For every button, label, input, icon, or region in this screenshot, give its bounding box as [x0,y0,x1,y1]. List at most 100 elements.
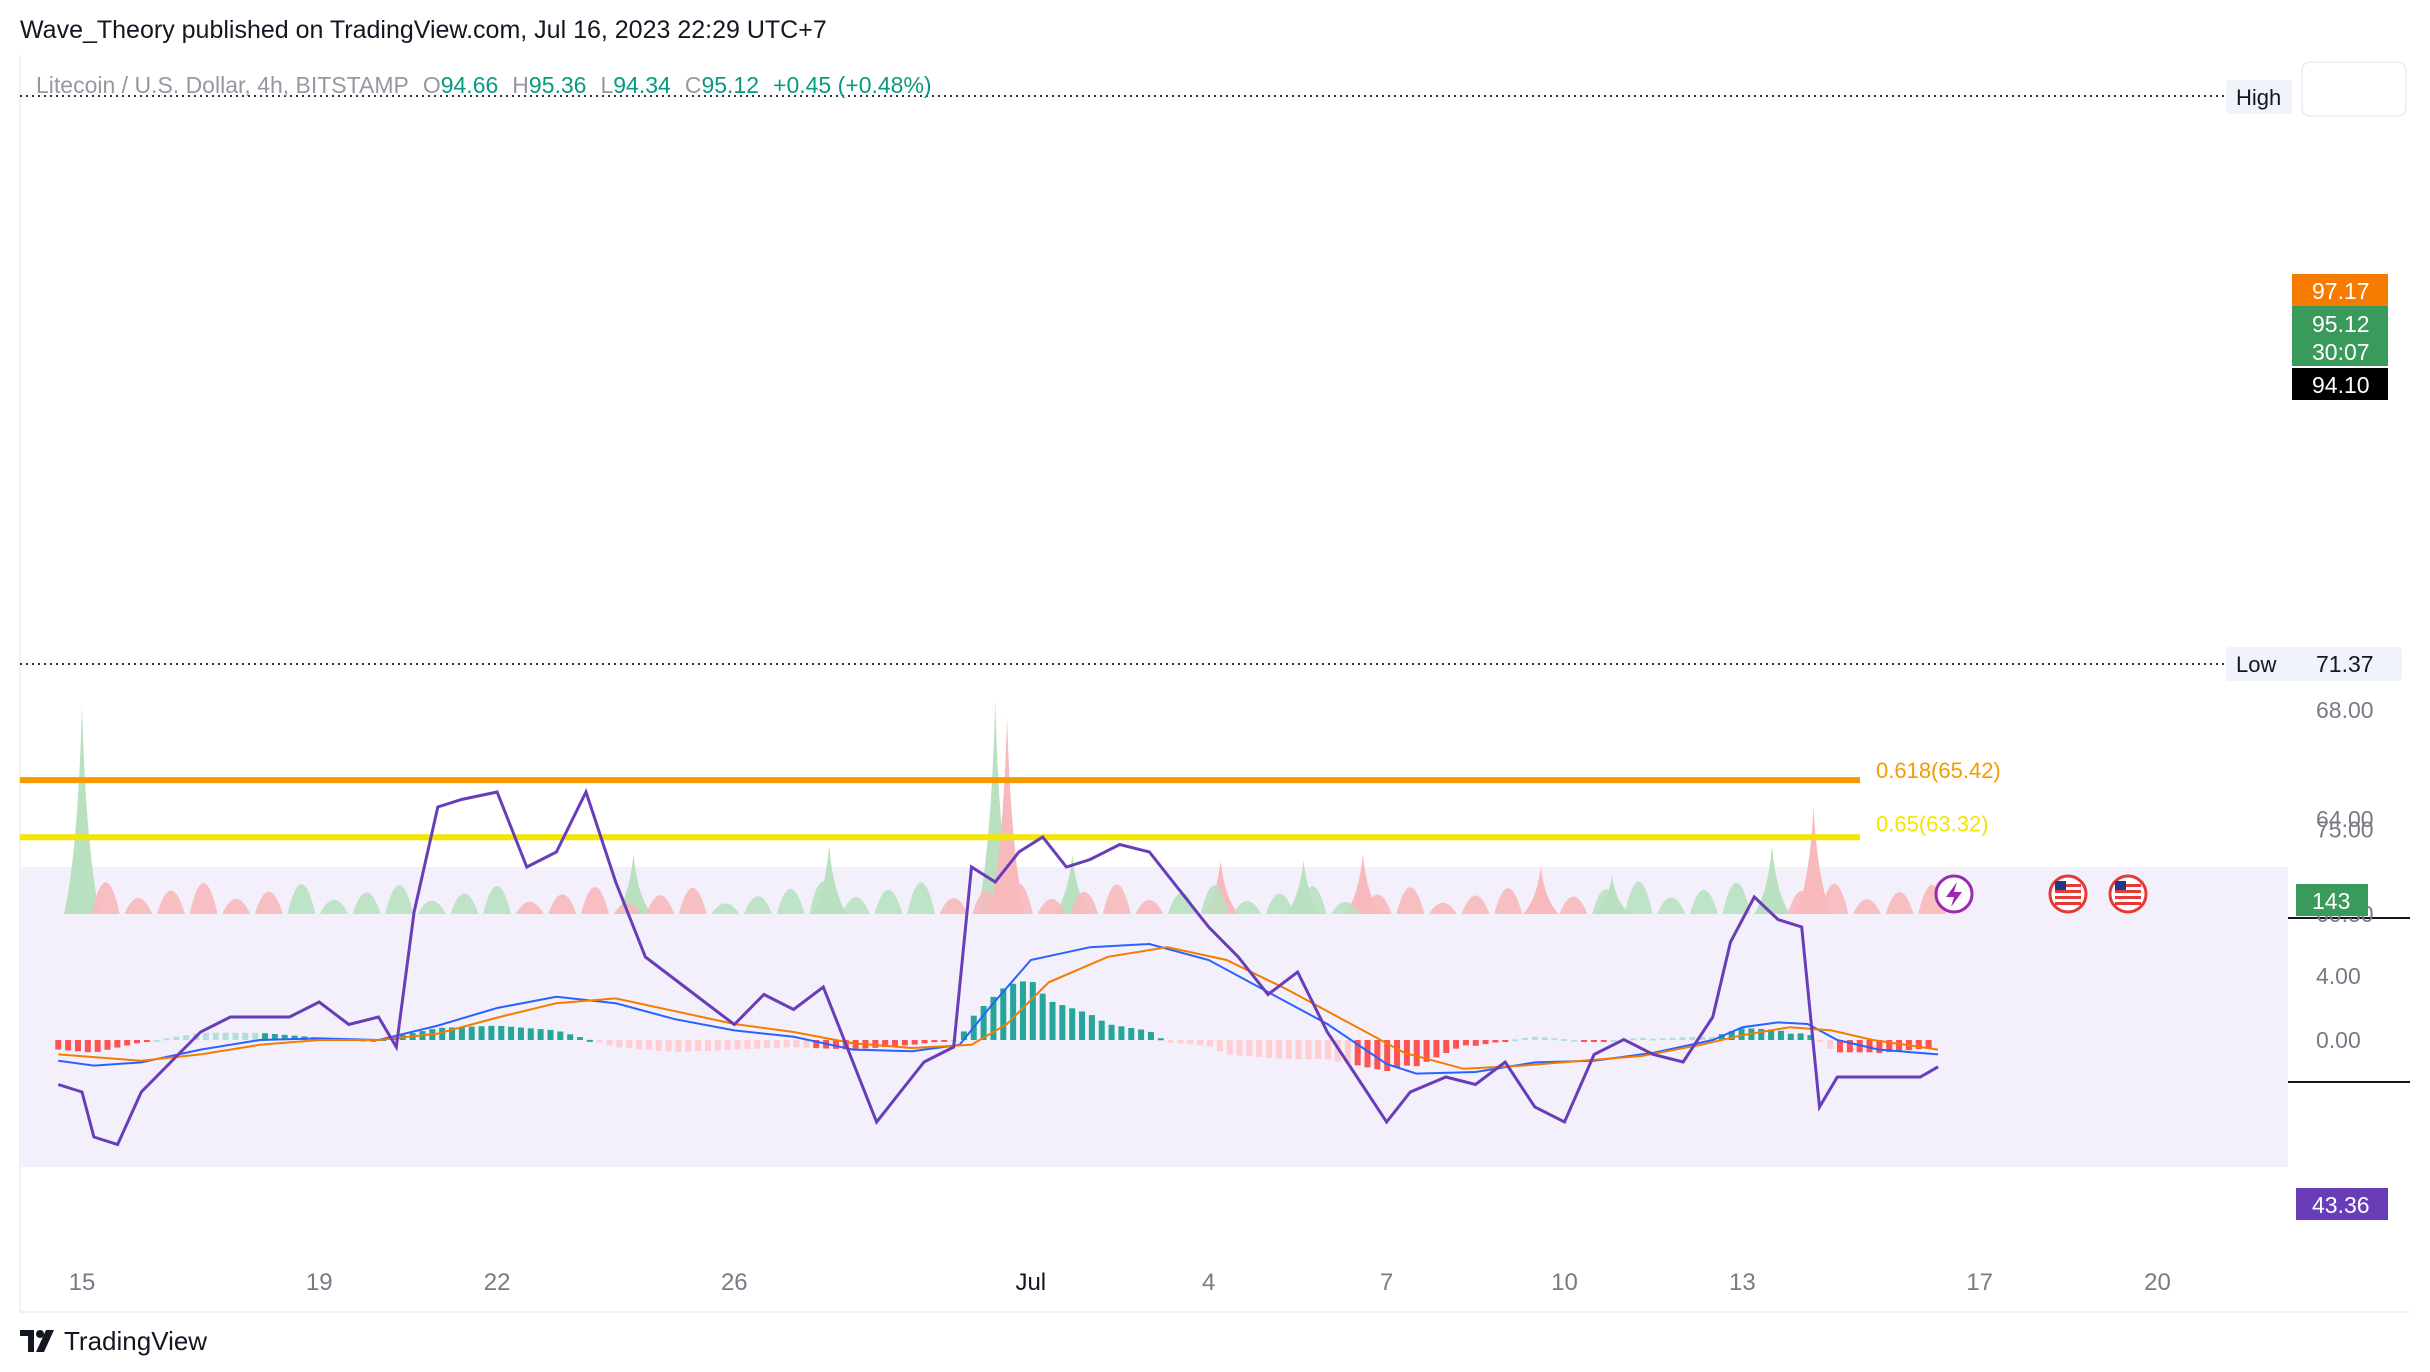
volume-bump [1004,883,1033,914]
macd-histogram-bar [212,1032,219,1040]
open-label: O [423,72,441,98]
macd-histogram-bar [222,1032,229,1040]
tag-volume [2296,884,2368,916]
macd-histogram-bar [281,1034,288,1040]
macd-histogram-bar [1846,1040,1853,1053]
macd-histogram-bar [596,1040,603,1043]
macd-histogram-bar [1226,1040,1233,1055]
macd-histogram-bar [714,1040,721,1051]
macd-histogram-bar [291,1035,298,1040]
volume-bump [1559,896,1588,914]
macd-histogram-bar [114,1040,121,1048]
macd-histogram-bar [586,1039,593,1042]
macd-histogram-bar [665,1040,672,1052]
macd-histogram-bar [1492,1040,1499,1043]
volume-bump [1526,903,1555,914]
macd-histogram-bar [439,1027,446,1040]
us-flag-stripe [2115,896,2141,899]
volume-bump [809,881,838,914]
volume-bump [907,882,936,914]
macd-histogram-bar [1138,1029,1145,1040]
macd-histogram-bar [94,1040,101,1052]
lightning-glyph-icon [1946,882,1962,907]
time-axis-tick: 26 [721,1269,748,1296]
macd-histogram-bar [1482,1040,1489,1045]
volume-bump [1102,884,1131,914]
macd-histogram-bar [832,1040,839,1049]
us-flag-stripe [2115,890,2141,893]
macd-histogram-bar [74,1040,81,1052]
macd-histogram-bar [508,1026,515,1040]
macd-histogram-bar [1423,1040,1430,1062]
tag-ma-orange [2292,274,2388,306]
tag-countdown-text: 30:07 [2312,339,2370,365]
macd-histogram-bar [892,1040,899,1047]
macd-histogram-bar [1443,1040,1450,1054]
low-label: Low [2236,652,2276,677]
volume-bump [1396,887,1425,914]
tag-ma-orange-text: 97.17 [2312,278,2370,304]
high-label: H [512,72,529,98]
volume-bump [1200,885,1229,914]
open-value: 94.66 [441,72,499,98]
macd-histogram-bar [636,1040,643,1050]
macd-histogram-bar [458,1027,465,1040]
us-flag-canton [2115,881,2126,890]
macd-histogram-bar [1305,1040,1312,1060]
macd-histogram-bar [1699,1036,1706,1040]
low-value: 71.37 [2316,651,2374,677]
macd-histogram-bar [1039,993,1046,1040]
volume-bump [1168,892,1197,914]
macd-histogram-bar [1216,1040,1223,1052]
volume-bump [1331,901,1360,914]
volume-bump [483,886,512,914]
macd-histogram-bar [1600,1040,1607,1042]
volume-bump [1722,882,1751,914]
volume-bump [580,886,609,914]
time-axis-tick: 20 [2144,1269,2171,1296]
macd-histogram-bar [143,1040,150,1042]
macd-histogram-bar [1059,1005,1066,1040]
volume-bump [287,884,316,914]
macd-histogram-bar [547,1029,554,1040]
macd-histogram-bar [1551,1038,1558,1041]
macd-histogram-bar [1659,1038,1666,1041]
volume-spike [615,854,652,914]
macd-histogram-bar [1315,1040,1322,1060]
macd-histogram-bar [1689,1036,1696,1040]
macd-histogram-bar [65,1040,72,1051]
macd-histogram-bar [1069,1008,1076,1040]
macd-histogram-bar [153,1039,160,1042]
us-flag-stripe [2055,896,2081,899]
volume-bump [1852,899,1881,914]
macd-histogram-bar [1472,1040,1479,1046]
macd-histogram-bar [931,1040,938,1043]
us-flag-stripe [2115,902,2141,905]
macd-histogram-bar [852,1040,859,1050]
macd-histogram-bar [941,1040,948,1042]
macd-signal-line [58,946,1939,1070]
volume-bump [1592,889,1621,914]
volume-bump [1135,900,1164,914]
macd-histogram-bar [1453,1040,1460,1049]
time-axis-tick: 7 [1380,1269,1393,1296]
volume-bump [874,889,903,914]
macd-histogram-bar [134,1040,141,1044]
macd-histogram-bar [1541,1037,1548,1040]
macd-histogram-bar [468,1026,475,1040]
volume-bump [1428,902,1457,914]
macd-histogram-bar [1413,1040,1420,1067]
macd-histogram-bar [744,1040,751,1050]
macd-histogram-bar [498,1025,505,1040]
volume-bump [515,901,544,914]
volume-bump [352,892,381,914]
macd-histogram-bar [1502,1040,1509,1042]
volume-axis-tick: 68.00 [2316,697,2374,723]
macd-histogram-bar [1128,1027,1135,1040]
volume-bump [841,897,870,914]
volume-bump [1363,894,1392,914]
macd-histogram-bar [1709,1036,1716,1040]
macd-histogram-bar [163,1038,170,1041]
tag-ma-black [2292,368,2388,400]
